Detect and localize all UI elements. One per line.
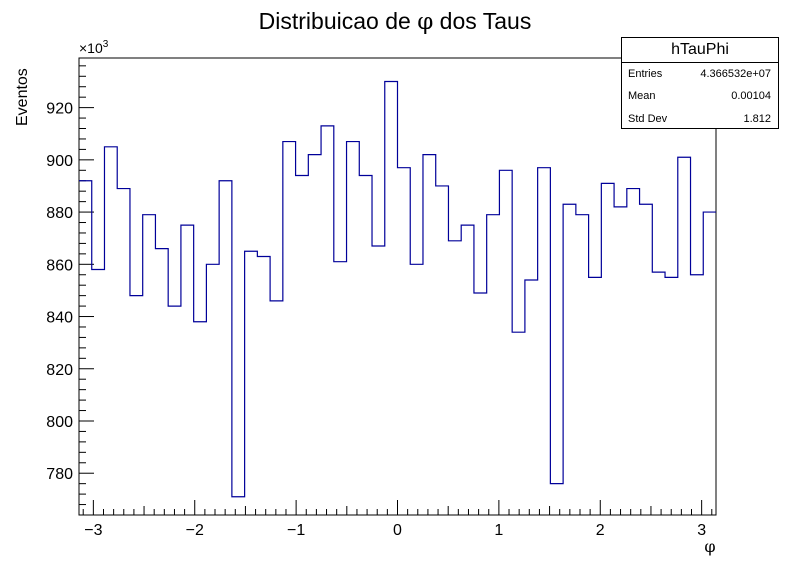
chart-title-suffix: dos Taus xyxy=(433,8,531,34)
x-axis: −3 −2 −1 0 1 2 3 xyxy=(82,500,713,539)
x-tick-label: 0 xyxy=(393,522,402,539)
y-axis: 780 800 820 840 860 880 900 920 xyxy=(46,65,94,516)
y-multiplier-label: ×103 xyxy=(79,39,109,56)
stats-mean-value: 0.00104 xyxy=(731,90,771,103)
y-tick-label: 780 xyxy=(46,466,73,483)
y-tick-label: 860 xyxy=(46,257,73,274)
stats-row-entries: Entries 4.366532e+07 xyxy=(622,63,778,85)
y-multiplier-exponent: 3 xyxy=(103,39,109,50)
y-tick-label: 800 xyxy=(46,414,73,431)
x-axis-label: φ xyxy=(704,537,715,556)
stats-entries-label: Entries xyxy=(628,68,663,80)
x-tick-label: 1 xyxy=(494,522,503,539)
chart-title-prefix: Distribuicao de xyxy=(259,8,418,34)
y-tick-label: 820 xyxy=(46,362,73,379)
x-tick-label: −2 xyxy=(186,522,204,539)
y-tick-label: 920 xyxy=(46,101,73,118)
stats-histogram-name: hTauPhi xyxy=(622,38,778,63)
stats-row-stddev: Std Dev 1.812 xyxy=(622,108,778,130)
y-tick-label: 900 xyxy=(46,153,73,170)
y-tick-label: 840 xyxy=(46,310,73,327)
stats-mean-label: Mean xyxy=(628,90,656,103)
stats-entries-value: 4.366532e+07 xyxy=(700,68,771,80)
x-tick-label: −3 xyxy=(84,522,102,539)
stats-box: hTauPhi Entries 4.366532e+07 Mean 0.0010… xyxy=(621,37,779,129)
y-axis-label: Eventos xyxy=(14,68,31,126)
chart-title-symbol: φ xyxy=(417,9,433,35)
histogram-series-line xyxy=(79,80,716,498)
stats-row-mean: Mean 0.00104 xyxy=(622,85,778,107)
x-tick-label: −1 xyxy=(287,522,305,539)
y-tick-label: 880 xyxy=(46,205,73,222)
stats-stddev-value: 1.812 xyxy=(743,112,771,125)
x-tick-label: 2 xyxy=(596,522,605,539)
y-multiplier-base: ×10 xyxy=(79,40,103,56)
x-tick-label: 3 xyxy=(697,522,706,539)
stats-stddev-label: Std Dev xyxy=(628,112,668,125)
chart-title: Distribuicao de φ dos Taus xyxy=(259,8,532,35)
